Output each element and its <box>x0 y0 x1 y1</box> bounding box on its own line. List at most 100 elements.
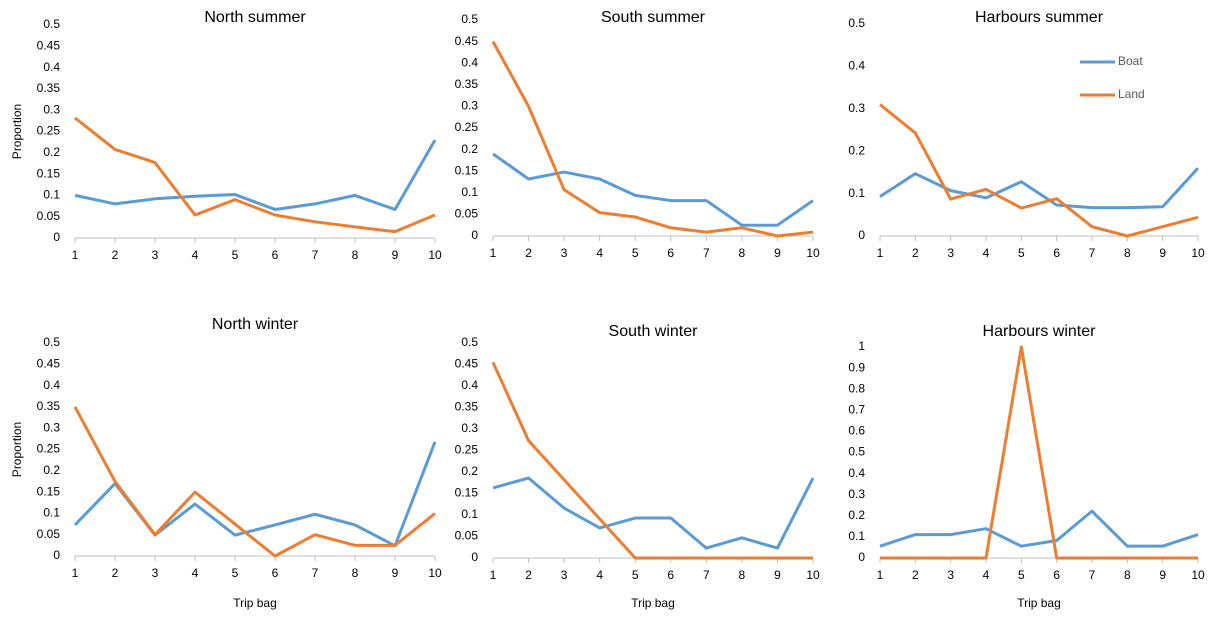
x-tick-label: 8 <box>1124 246 1131 260</box>
y-tick-label: 0.2 <box>461 142 478 156</box>
y-tick-label: 0.1 <box>461 185 478 199</box>
x-tick-label: 5 <box>232 566 239 580</box>
x-tick-label: 8 <box>739 568 746 582</box>
y-tick-label: 0.25 <box>455 443 479 457</box>
x-tick-label: 10 <box>1191 246 1205 260</box>
y-tick-label: 0.45 <box>37 356 61 370</box>
y-tick-label: 0.5 <box>848 16 865 30</box>
series-line <box>73 441 437 548</box>
x-tick-label: 6 <box>1053 568 1060 582</box>
y-tick-label: 0.45 <box>37 38 61 52</box>
x-tick-label: 3 <box>152 566 159 580</box>
y-tick-label: 0.9 <box>848 360 865 374</box>
y-tick-label: 0.1 <box>461 507 478 521</box>
x-tick-label: 7 <box>703 568 710 582</box>
series-line <box>73 406 436 558</box>
x-tick-label: 3 <box>561 246 568 260</box>
x-tick-label: 1 <box>877 246 884 260</box>
y-tick-label: 0.35 <box>455 400 479 414</box>
x-tick-label: 3 <box>947 246 954 260</box>
x-tick-label: 2 <box>912 568 919 582</box>
y-tick-label: 0.2 <box>461 464 478 478</box>
x-tick-label: 8 <box>1124 568 1131 582</box>
y-tick-label: 0.7 <box>848 402 865 416</box>
x-tick-label: 4 <box>192 248 199 262</box>
legend-label: Land <box>1118 87 1145 101</box>
y-tick-label: 0 <box>53 230 60 244</box>
x-tick-label: 10 <box>1191 568 1205 582</box>
y-tick-label: 0.45 <box>455 34 479 48</box>
x-tick-label: 1 <box>72 566 79 580</box>
x-tick-label: 8 <box>739 246 746 260</box>
x-tick-label: 9 <box>392 248 399 262</box>
y-tick-label: 0.1 <box>43 188 60 202</box>
x-tick-label: 2 <box>912 246 919 260</box>
y-tick-label: 0.2 <box>848 143 865 157</box>
series-line <box>74 116 436 234</box>
x-tick-label: 7 <box>703 246 710 260</box>
y-tick-label: 0.3 <box>848 101 865 115</box>
y-tick-label: 0.05 <box>455 207 479 221</box>
x-tick-label: 1 <box>490 246 497 260</box>
series-line <box>491 361 813 560</box>
y-tick-label: 0.2 <box>43 145 60 159</box>
y-tick-label: 0.5 <box>848 445 865 459</box>
x-tick-label: 9 <box>774 246 781 260</box>
x-tick-label: 9 <box>1159 568 1166 582</box>
series-line <box>492 152 814 227</box>
x-tick-label: 4 <box>983 246 990 260</box>
x-tick-label: 1 <box>72 248 79 262</box>
x-tick-label: 5 <box>1018 246 1025 260</box>
y-tick-label: 0.05 <box>455 529 479 543</box>
y-tick-label: 0.4 <box>43 378 60 392</box>
y-tick-label: 1 <box>858 339 865 353</box>
series-line <box>879 103 1199 238</box>
x-tick-label: 4 <box>192 566 199 580</box>
x-tick-label: 10 <box>428 566 442 580</box>
y-tick-label: 0.4 <box>461 378 478 392</box>
x-tick-label: 1 <box>490 568 497 582</box>
y-tick-label: 0.15 <box>455 486 479 500</box>
series-line <box>74 139 437 211</box>
x-tick-label: 10 <box>428 248 442 262</box>
y-tick-label: 0.15 <box>37 166 61 180</box>
y-tick-label: 0.25 <box>37 442 61 456</box>
y-tick-label: 0.5 <box>461 335 478 349</box>
x-tick-label: 2 <box>525 568 532 582</box>
y-tick-label: 0.35 <box>37 399 61 413</box>
y-tick-label: 0.3 <box>461 421 478 435</box>
chart-title: Harbours summer <box>975 9 1104 26</box>
x-tick-label: 10 <box>806 246 820 260</box>
chart-title: Harbours winter <box>983 323 1097 340</box>
y-tick-label: 0.25 <box>455 120 479 134</box>
y-tick-label: 0.15 <box>37 484 61 498</box>
y-tick-label: 0.2 <box>848 508 865 522</box>
series-line <box>879 509 1199 548</box>
x-tick-label: 7 <box>1089 246 1096 260</box>
x-axis-label: Trip bag <box>1017 596 1061 610</box>
legend-label: Boat <box>1118 54 1143 68</box>
x-tick-label: 7 <box>312 566 319 580</box>
y-tick-label: 0.1 <box>43 506 60 520</box>
y-tick-label: 0.4 <box>848 466 865 480</box>
x-tick-label: 5 <box>632 246 639 260</box>
x-tick-label: 8 <box>352 566 359 580</box>
y-tick-label: 0.3 <box>43 102 60 116</box>
x-axis-label: Trip bag <box>631 596 675 610</box>
x-tick-label: 3 <box>152 248 159 262</box>
x-tick-label: 8 <box>352 248 359 262</box>
x-tick-label: 5 <box>232 248 239 262</box>
y-tick-label: 0.4 <box>848 59 865 73</box>
y-tick-label: 0.25 <box>37 124 61 138</box>
y-tick-label: 0 <box>471 228 478 242</box>
x-tick-label: 2 <box>525 246 532 260</box>
y-tick-label: 0.1 <box>848 529 865 543</box>
x-tick-label: 6 <box>1053 246 1060 260</box>
chart-title: North winter <box>212 316 299 333</box>
x-tick-label: 9 <box>774 568 781 582</box>
x-tick-label: 2 <box>112 566 119 580</box>
y-tick-label: 0.8 <box>848 381 865 395</box>
y-tick-label: 0.35 <box>37 81 61 95</box>
y-tick-label: 0.35 <box>455 77 479 91</box>
